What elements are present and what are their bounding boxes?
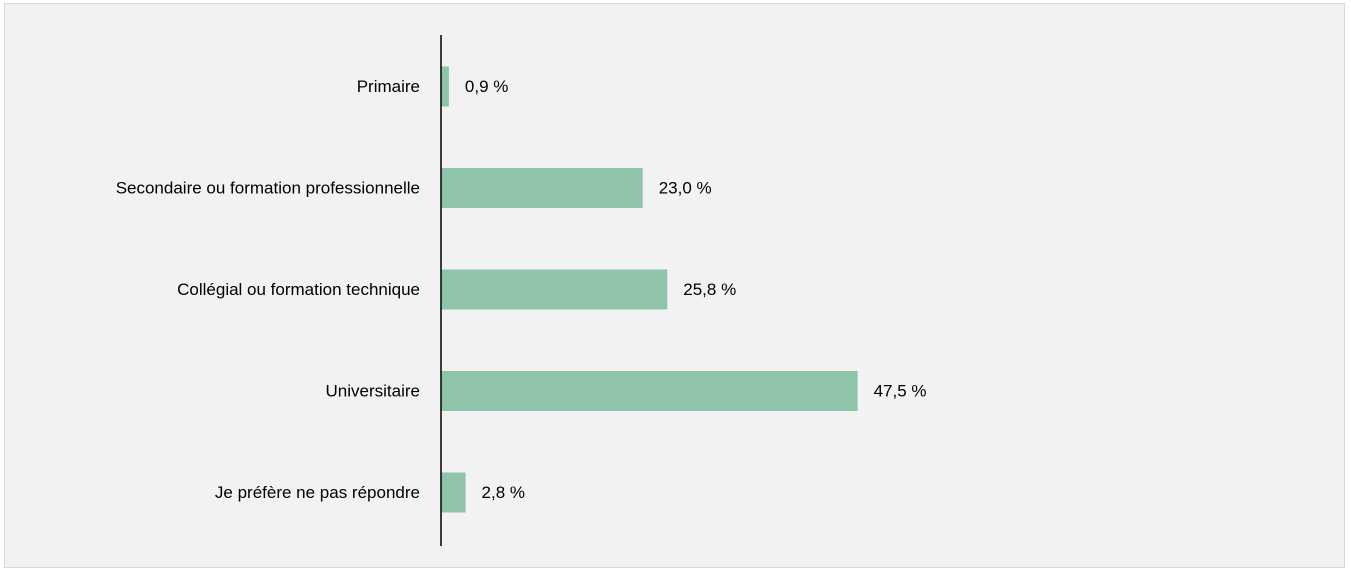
bar-3 xyxy=(441,371,858,411)
bar-0 xyxy=(441,66,449,107)
category-labels: Primaire Secondaire ou formation professi… xyxy=(116,77,420,502)
value-label-2: 25,8 % xyxy=(683,280,736,299)
chart-frame xyxy=(4,3,1345,568)
bars-group xyxy=(441,66,858,513)
category-label-3: Universitaire xyxy=(326,382,420,401)
value-label-1: 23,0 % xyxy=(659,179,712,198)
value-label-0: 0,9 % xyxy=(465,77,508,96)
category-label-2: Collégial ou formation technique xyxy=(177,280,420,299)
category-label-4: Je préfère ne pas répondre xyxy=(215,483,420,502)
bar-4 xyxy=(441,472,466,513)
category-label-1: Secondaire ou formation professionnelle xyxy=(116,179,420,198)
value-label-4: 2,8 % xyxy=(482,483,525,502)
value-label-3: 47,5 % xyxy=(874,382,927,401)
bar-2 xyxy=(441,269,668,310)
category-label-0: Primaire xyxy=(357,77,420,96)
bar-1 xyxy=(441,168,643,208)
value-labels: 0,9 % 23,0 % 25,8 % 47,5 % 2,8 % xyxy=(465,77,927,502)
